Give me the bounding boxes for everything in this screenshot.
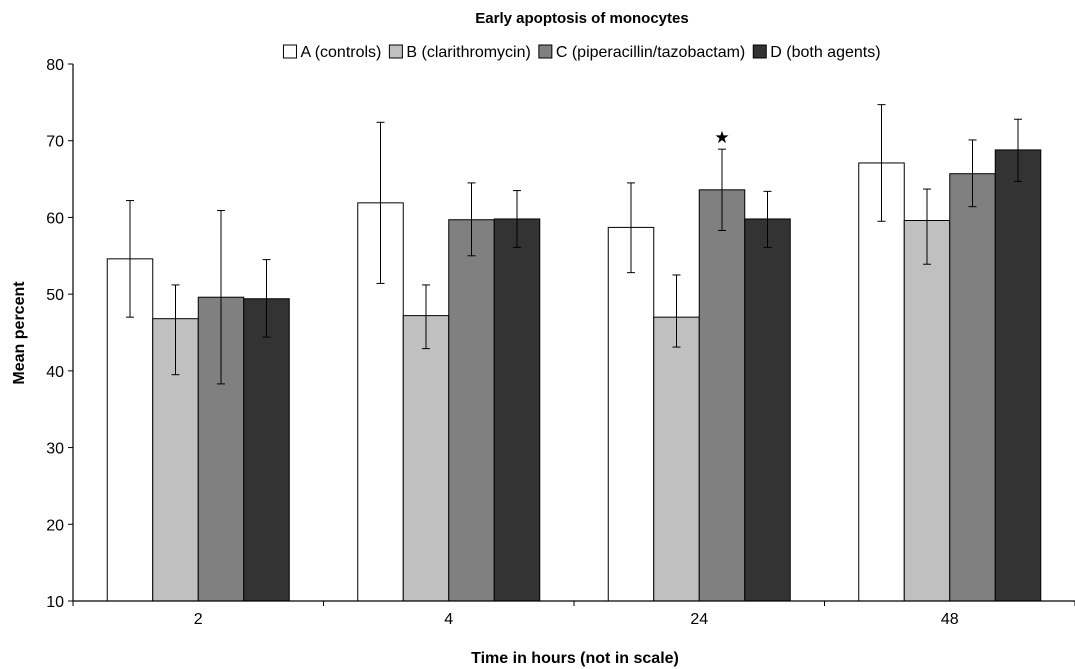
y-tick-label: 30 xyxy=(46,441,64,458)
x-tick-label: 48 xyxy=(941,611,959,628)
legend-label-4: D (both agents) xyxy=(770,44,880,61)
error-bars-group xyxy=(126,104,1022,385)
significance-star: ★ xyxy=(714,128,729,148)
legend: A (controls) B (clarithromycin) C (piperac… xyxy=(282,44,881,61)
legend-label-3: C (piperacillin/tazobactam) xyxy=(556,44,745,61)
annotations-group: ★ xyxy=(714,128,729,148)
y-tick-label: 20 xyxy=(46,517,64,534)
x-axis-title: Time in hours (not in scale) xyxy=(471,650,679,667)
bar-1-48 xyxy=(858,162,905,602)
bar-3-4 xyxy=(448,219,495,602)
bar-2-24 xyxy=(653,316,700,602)
chart-title: Early apoptosis of monocytes xyxy=(475,10,688,27)
bar-1-24 xyxy=(607,226,655,602)
legend-swatch-3 xyxy=(538,44,553,59)
y-tick-label: 40 xyxy=(46,364,64,381)
y-tick-label: 80 xyxy=(46,57,64,74)
bar-2-48 xyxy=(903,219,951,602)
bar-3-48 xyxy=(949,173,996,602)
legend-swatch-1 xyxy=(282,44,297,59)
x-tick-label: 2 xyxy=(194,611,203,628)
bar-4-2 xyxy=(243,298,290,602)
bar-4-48 xyxy=(994,149,1042,602)
y-tick-label: 60 xyxy=(46,210,64,227)
bar-2-4 xyxy=(402,315,450,602)
bars-group xyxy=(106,149,1042,602)
y-tick-label: 10 xyxy=(46,594,64,611)
y-axis-title: Mean percent xyxy=(11,281,28,385)
y-tick-label: 70 xyxy=(46,134,64,151)
legend-swatch-2 xyxy=(388,44,403,59)
x-tick-label: 4 xyxy=(444,611,453,628)
bar-4-24 xyxy=(744,218,791,602)
x-tick-label: 24 xyxy=(690,611,708,628)
y-tick-label: 50 xyxy=(46,287,64,304)
bar-3-24 xyxy=(698,189,746,602)
legend-label-1: A (controls) xyxy=(300,44,381,61)
legend-label-2: B (clarithromycin) xyxy=(406,44,530,61)
bar-4-4 xyxy=(493,218,541,602)
legend-swatch-4 xyxy=(752,44,767,59)
